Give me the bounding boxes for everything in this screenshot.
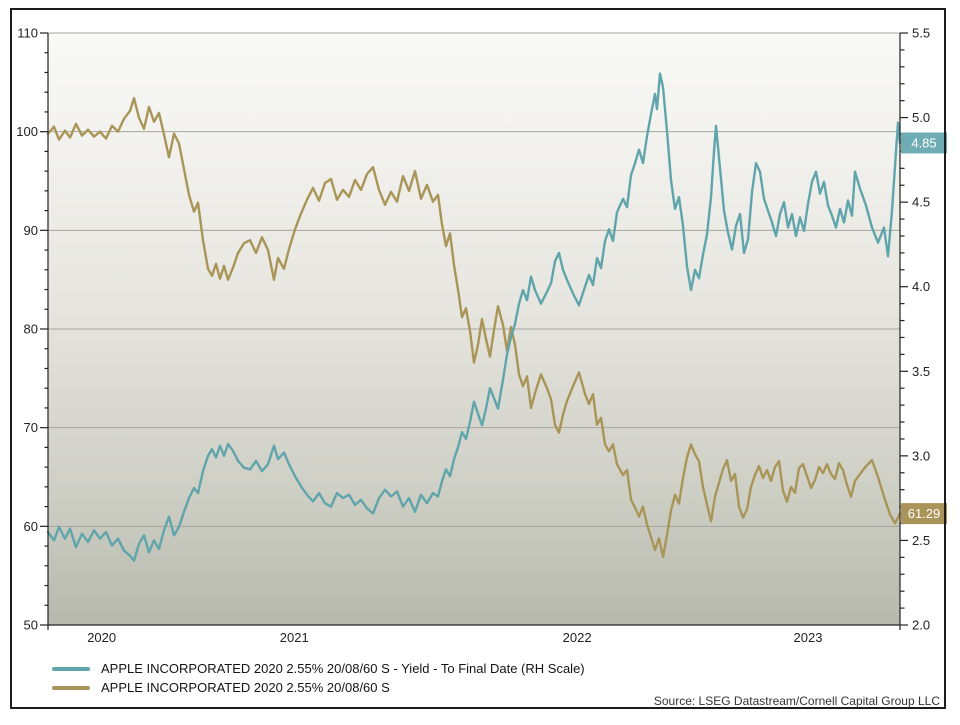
right-axis-tick-label: 5.5 bbox=[912, 26, 930, 41]
legend-item-price: APPLE INCORPORATED 2020 2.55% 20/08/60 S bbox=[52, 678, 585, 697]
right-axis-tick-label: 2.5 bbox=[912, 533, 930, 548]
left-axis-tick-label: 80 bbox=[24, 322, 38, 337]
right-axis-tick-label: 4.5 bbox=[912, 195, 930, 210]
right-axis-tick-label: 3.5 bbox=[912, 364, 930, 379]
end-value-badge-label: 4.85 bbox=[911, 135, 936, 150]
legend-swatch-yield-line bbox=[52, 666, 90, 671]
legend: APPLE INCORPORATED 2020 2.55% 20/08/60 S… bbox=[52, 659, 585, 697]
left-axis-tick-label: 70 bbox=[24, 420, 38, 435]
right-axis-tick-label: 4.0 bbox=[912, 279, 930, 294]
source-note: Source: LSEG Datastream/Cornell Capital … bbox=[653, 694, 940, 708]
left-axis-tick-label: 50 bbox=[24, 618, 38, 633]
x-axis-year-label: 2020 bbox=[87, 630, 116, 645]
yield-end-value-badge bbox=[901, 132, 947, 154]
left-axis-tick-label: 110 bbox=[17, 26, 38, 41]
left-axis-tick-label: 100 bbox=[16, 124, 38, 139]
x-axis-year-label: 2021 bbox=[280, 630, 309, 645]
legend-label-price: APPLE INCORPORATED 2020 2.55% 20/08/60 S bbox=[101, 680, 390, 695]
price-end-value-badge bbox=[901, 503, 947, 525]
legend-item-yield: APPLE INCORPORATED 2020 2.55% 20/08/60 S… bbox=[52, 659, 585, 678]
right-axis-tick-label: 5.0 bbox=[912, 110, 930, 125]
x-axis-year-label: 2023 bbox=[794, 630, 823, 645]
left-axis-tick-label: 90 bbox=[24, 223, 38, 238]
legend-label-yield: APPLE INCORPORATED 2020 2.55% 20/08/60 S… bbox=[101, 661, 585, 676]
legend-swatch-price-line bbox=[52, 685, 90, 690]
left-axis-tick-label: 60 bbox=[24, 519, 38, 534]
right-axis-tick-label: 2.0 bbox=[912, 618, 930, 633]
x-axis-year-label: 2022 bbox=[563, 630, 592, 645]
yield-series-line bbox=[46, 72, 902, 562]
right-axis-tick-label: 3.0 bbox=[912, 448, 930, 463]
price-series-line bbox=[46, 96, 902, 559]
end-value-badge-label: 61.29 bbox=[908, 506, 941, 521]
